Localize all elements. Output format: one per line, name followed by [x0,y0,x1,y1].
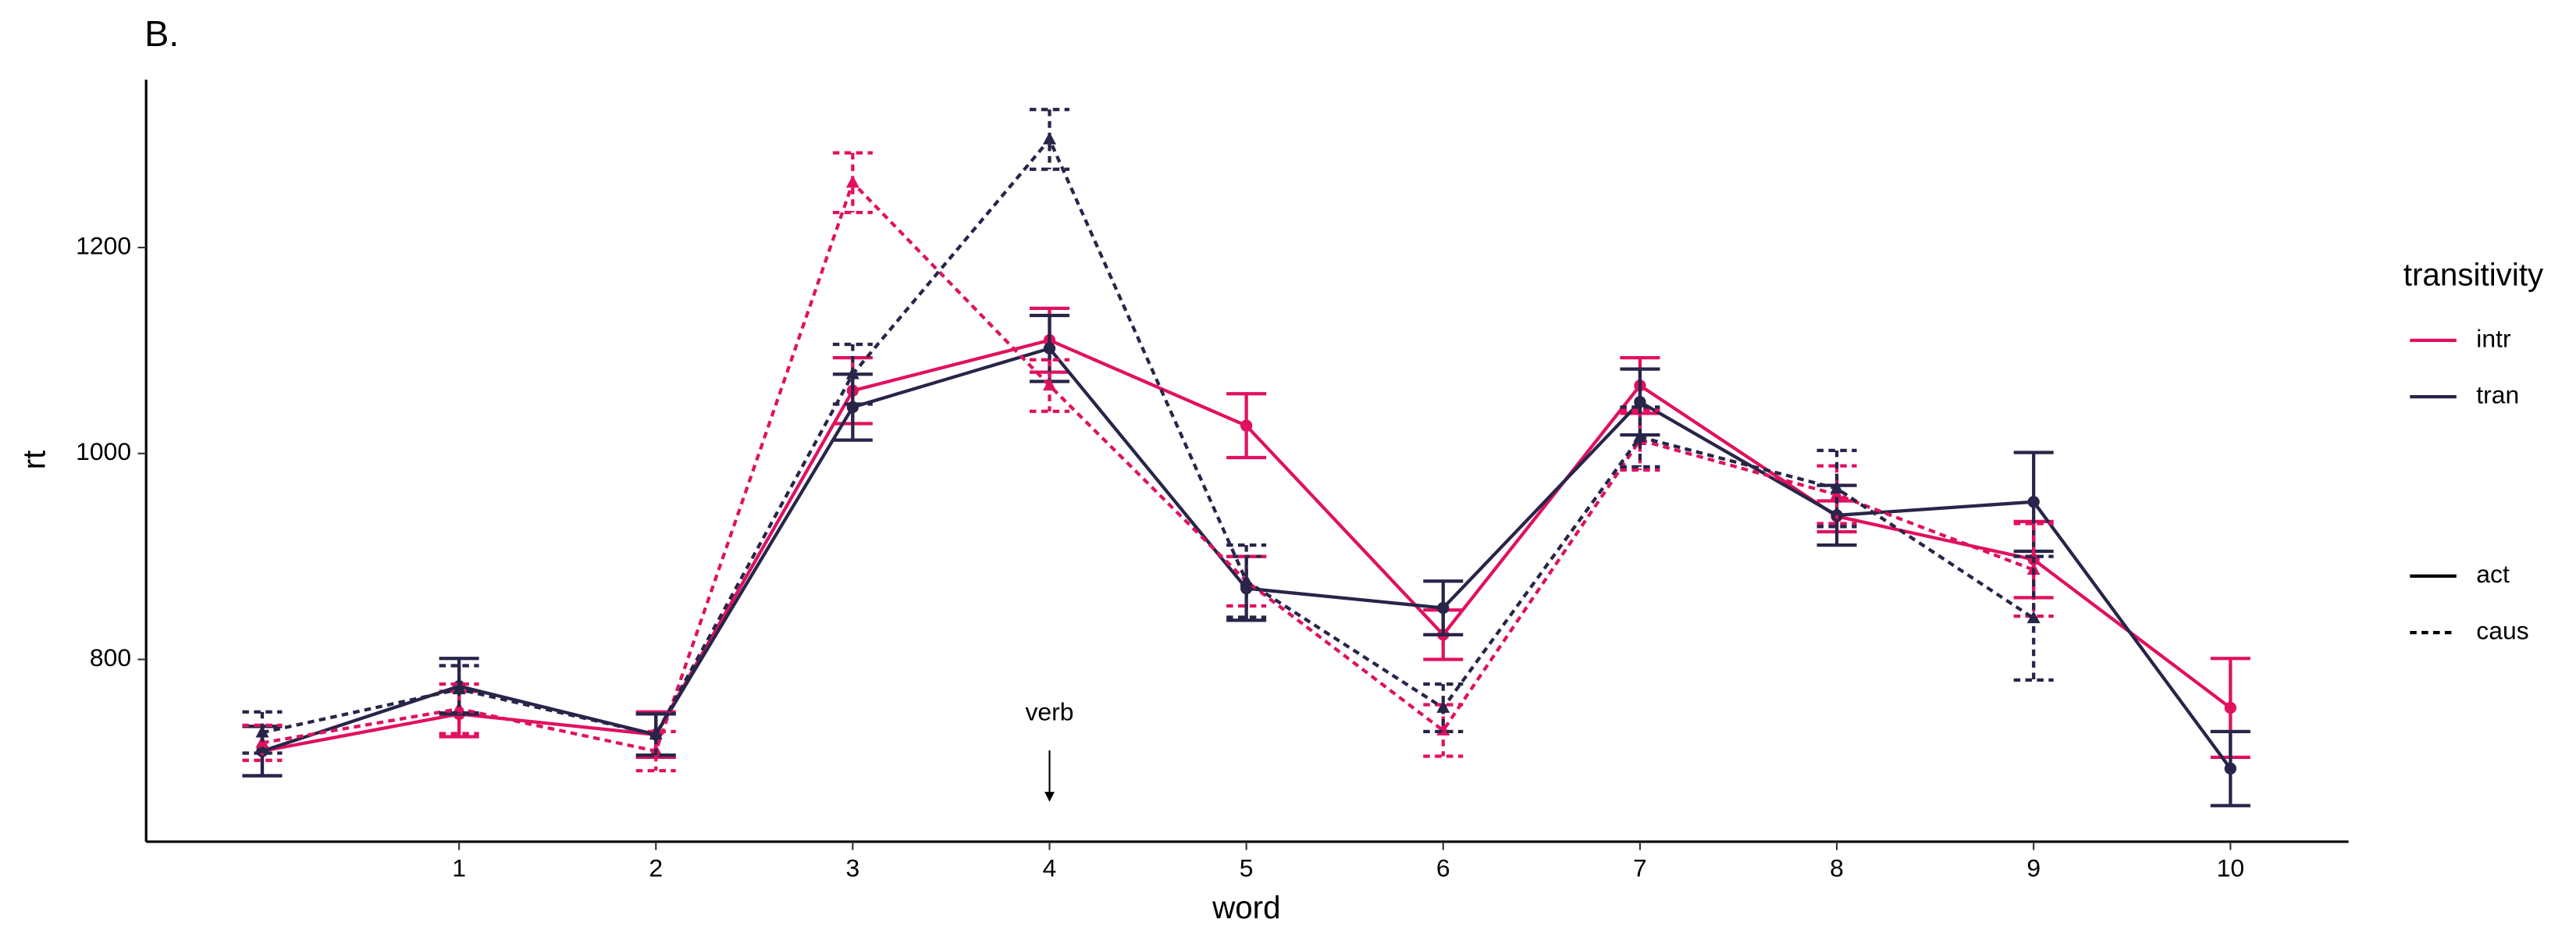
point [1043,342,1056,354]
point [2027,496,2040,508]
y-tick-label: 1200 [76,231,131,259]
error-bar [635,712,676,757]
point [452,682,466,695]
x-tick-label: 2 [649,854,663,882]
x-tick-label: 6 [1436,854,1450,882]
point [649,727,663,740]
x-tick-label: 5 [1240,854,1254,882]
point [2224,762,2236,775]
point [845,366,859,379]
series-line [262,179,2034,754]
point [1830,481,1844,493]
point [2224,701,2236,714]
point [2026,611,2041,624]
point [1240,419,1253,432]
y-axis-label: rt [16,451,52,470]
legend-title: transitivity [2403,257,2544,293]
x-tick-label: 10 [2217,854,2244,882]
chart-subtitle: B. [144,13,179,54]
x-tick-label: 3 [846,854,860,882]
y-tick-label: 1000 [76,437,131,465]
point [1043,378,1057,391]
point [1436,700,1450,713]
point [255,725,269,738]
x-tick-label: 8 [1830,854,1844,882]
legend-label: caus [2476,616,2528,644]
error-bar [242,710,283,755]
point [1437,601,1450,615]
point [1043,131,1057,144]
legend-label: act [2476,560,2510,588]
error-bar [2013,522,2054,618]
x-tick-label: 7 [1633,854,1647,882]
point [1633,429,1647,443]
point [845,175,859,188]
y-tick-label: 800 [90,643,131,672]
annotation-arrowhead [1044,792,1055,802]
annotation: verb [1026,698,1074,726]
series-line [262,136,2035,737]
point [452,701,466,714]
x-tick-label: 4 [1043,854,1057,882]
point [1634,396,1646,408]
legend-label: tran [2476,381,2519,409]
legend-label: intr [2476,324,2511,352]
point [1240,573,1254,586]
x-axis-label: word [1212,889,1281,925]
x-tick-label: 1 [452,854,466,882]
x-tick-label: 9 [2026,854,2041,882]
